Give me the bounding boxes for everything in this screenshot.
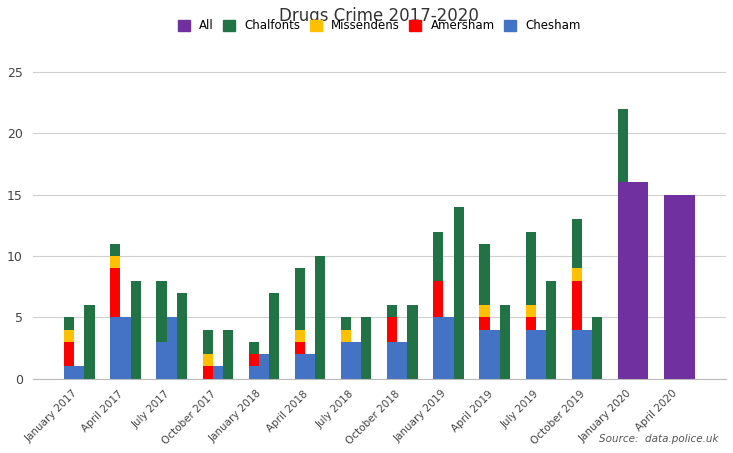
Bar [582, 330, 592, 379]
Bar [110, 318, 120, 379]
Bar [572, 219, 582, 268]
Bar [546, 280, 556, 379]
Bar [202, 330, 213, 354]
Bar [64, 330, 74, 342]
Bar [526, 305, 536, 318]
Bar [572, 330, 582, 379]
Bar [259, 354, 269, 379]
Bar [387, 318, 397, 342]
Bar [618, 195, 628, 207]
Text: Source:  data.police.uk: Source: data.police.uk [599, 434, 718, 444]
Bar [248, 366, 259, 379]
Bar [248, 342, 259, 354]
Bar [454, 207, 464, 379]
Bar [433, 231, 443, 280]
Bar [64, 366, 74, 379]
Bar [295, 354, 305, 379]
Bar [156, 342, 166, 379]
Bar [618, 207, 628, 268]
Bar [166, 318, 177, 379]
Bar [408, 305, 418, 379]
Bar [526, 231, 536, 305]
Bar [536, 330, 546, 379]
Bar [269, 293, 279, 379]
Title: Drugs Crime 2017-2020: Drugs Crime 2017-2020 [279, 7, 479, 25]
Bar [177, 293, 187, 379]
Bar [305, 354, 315, 379]
Bar [202, 354, 213, 366]
Bar [479, 244, 490, 305]
Bar [120, 318, 130, 379]
Bar [592, 318, 603, 379]
Bar [479, 305, 490, 318]
Bar [361, 318, 372, 379]
Bar [628, 268, 638, 379]
Bar [443, 318, 454, 379]
Bar [433, 318, 443, 379]
Bar [526, 330, 536, 379]
Bar [156, 280, 166, 342]
Bar [223, 330, 233, 379]
Bar [84, 305, 95, 379]
Bar [110, 268, 120, 318]
Bar [130, 280, 141, 379]
Bar [433, 280, 443, 318]
Bar [479, 330, 490, 379]
Bar [213, 366, 223, 379]
Bar [351, 342, 361, 379]
Bar [341, 342, 351, 379]
Bar [572, 268, 582, 280]
Bar [387, 305, 397, 318]
Legend: All, Chalfonts, Missendens, Amersham, Chesham: All, Chalfonts, Missendens, Amersham, Ch… [173, 14, 586, 37]
Bar [572, 280, 582, 330]
Bar [315, 256, 325, 379]
Bar [110, 244, 120, 256]
Bar [479, 318, 490, 330]
Bar [110, 256, 120, 268]
Bar [64, 318, 74, 330]
Bar [664, 195, 695, 379]
Bar [500, 305, 510, 379]
Bar [618, 268, 628, 379]
Bar [341, 318, 351, 330]
Bar [295, 268, 305, 330]
Bar [202, 366, 213, 379]
Bar [618, 183, 649, 379]
Bar [397, 342, 408, 379]
Bar [295, 330, 305, 342]
Bar [248, 354, 259, 366]
Bar [74, 366, 84, 379]
Bar [341, 330, 351, 342]
Bar [295, 342, 305, 354]
Bar [490, 330, 500, 379]
Bar [526, 318, 536, 330]
Bar [64, 342, 74, 366]
Bar [387, 342, 397, 379]
Bar [618, 109, 628, 195]
